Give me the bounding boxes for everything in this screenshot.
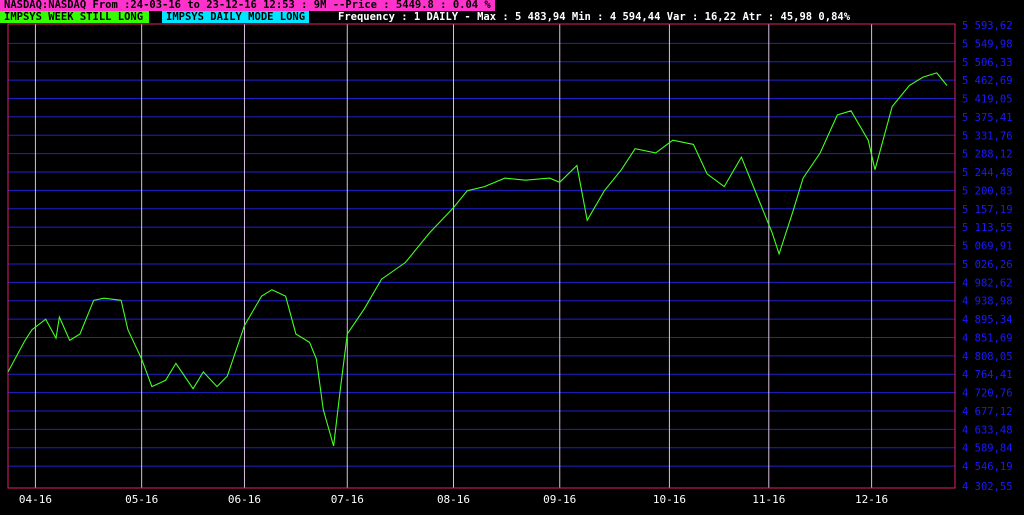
y-tick-label: 5 419,05 — [962, 94, 1013, 106]
y-tick-label: 4 633,48 — [962, 424, 1013, 436]
badge-daily-signal: IMPSYS DAILY MODE LONG — [162, 11, 310, 23]
x-tick-label: 06-16 — [228, 493, 261, 506]
x-tick-label: 11-16 — [752, 493, 785, 506]
y-tick-label: 5 200,83 — [962, 185, 1013, 197]
x-tick-label: 08-16 — [437, 493, 470, 506]
y-tick-label: 4 982,62 — [962, 277, 1013, 289]
y-tick-label: 5 462,69 — [962, 75, 1013, 87]
y-tick-label: 4 589,84 — [962, 443, 1013, 455]
x-axis-labels: 04-16 05-16 06-16 07-16 08-16 09-16 10-16 11-16… — [19, 493, 888, 506]
chart-title-bar: NASDAQ:NASDAQ From :24-03-16 to 23-12-16… — [0, 0, 495, 11]
y-tick-label: 4 764,41 — [962, 369, 1013, 381]
y-tick-label: 5 593,62 — [962, 20, 1013, 32]
y-tick-label: 5 506,33 — [962, 57, 1013, 69]
y-tick-label: 5 375,41 — [962, 112, 1013, 124]
x-tick-label: 04-16 — [19, 493, 52, 506]
vertical-grid — [34, 24, 873, 488]
y-tick-label: 4 808,05 — [962, 351, 1013, 363]
y-tick-label: 5 244,48 — [962, 167, 1013, 179]
y-axis-labels: 5 593,62 5 549,98 5 506,33 5 462,69 5 419,05… — [962, 20, 1013, 493]
y-tick-label: 5 549,98 — [962, 38, 1013, 50]
y-tick-label: 4 938,98 — [962, 296, 1013, 308]
y-tick-label: 4 720,76 — [962, 388, 1013, 400]
horizontal-grid — [8, 42, 955, 467]
badge-week-signal: IMPSYS WEEK STILL LONG — [0, 11, 150, 23]
plot-frame — [7, 23, 956, 489]
y-tick-label: 4 677,12 — [962, 406, 1013, 418]
y-tick-label: 5 331,76 — [962, 130, 1013, 142]
y-tick-label: 4 302,55 — [962, 481, 1013, 493]
y-tick-label: 4 851,69 — [962, 332, 1013, 344]
stats-readout: Frequency : 1 DAILY - Max : 5 483,94 Min… — [338, 11, 851, 23]
x-tick-label: 12-16 — [855, 493, 888, 506]
y-tick-label: 5 069,91 — [962, 241, 1013, 253]
y-tick-label: 4 895,34 — [962, 314, 1013, 326]
y-tick-label: 4 546,19 — [962, 461, 1013, 473]
y-tick-label: 5 113,55 — [962, 222, 1013, 234]
price-series-line — [7, 72, 948, 447]
x-tick-label: 10-16 — [653, 493, 686, 506]
y-tick-label: 5 157,19 — [962, 204, 1013, 216]
y-tick-label: 5 026,26 — [962, 259, 1013, 271]
x-tick-label: 05-16 — [125, 493, 158, 506]
x-tick-label: 07-16 — [331, 493, 364, 506]
y-tick-label: 5 288,12 — [962, 149, 1013, 161]
x-tick-label: 09-16 — [543, 493, 576, 506]
